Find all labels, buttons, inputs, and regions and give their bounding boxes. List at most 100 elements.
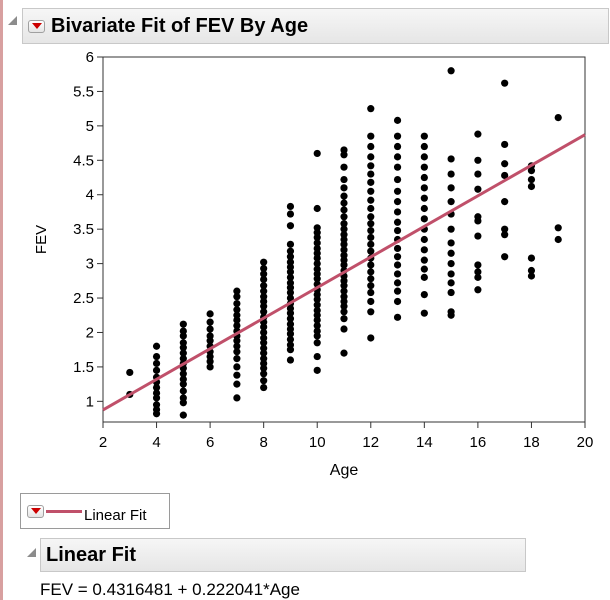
data-point (367, 170, 375, 178)
data-point (286, 253, 295, 261)
data-point (286, 247, 295, 255)
data-point (340, 240, 348, 248)
data-point (179, 349, 187, 357)
data-point (393, 142, 402, 151)
data-point (367, 187, 375, 195)
data-point (393, 287, 402, 295)
data-point (367, 261, 375, 269)
data-point (152, 352, 161, 361)
data-point (393, 208, 402, 216)
report-title: Bivariate Fit of FEV By Age (51, 14, 309, 37)
data-point (233, 306, 241, 314)
data-point (233, 363, 241, 371)
data-point (474, 273, 482, 281)
data-point (286, 315, 295, 323)
red-triangle-menu-button[interactable] (28, 19, 45, 33)
y-tick-label: 3.5 (73, 221, 94, 238)
data-point (340, 302, 348, 310)
data-point (260, 308, 268, 316)
data-point (152, 410, 161, 418)
data-point (179, 320, 187, 328)
data-point (260, 364, 268, 372)
bivariate-scatter-plot[interactable]: FEV Age 1 1.5 2 2.5 3 3.5 4 4.5 5 5.5 6 2 4 6 8 10 12 14… (0, 0, 610, 490)
data-point (474, 286, 482, 294)
data-point (206, 325, 214, 333)
data-point (474, 156, 482, 164)
data-point (527, 254, 536, 262)
data-point (286, 294, 295, 302)
y-tick-label: 1.5 (73, 359, 94, 376)
data-point (393, 226, 402, 235)
data-point (340, 199, 348, 207)
data-point (340, 246, 348, 254)
x-axis: 2 4 6 8 10 12 14 16 18 20 (99, 422, 593, 451)
y-tick-label: 2 (86, 324, 94, 341)
data-point (233, 355, 241, 363)
disclosure-triangle-icon[interactable] (8, 16, 17, 25)
data-point (474, 268, 482, 276)
data-point (554, 235, 562, 244)
data-point (179, 370, 187, 378)
report-left-border (0, 0, 3, 600)
y-tick-label: 5.5 (73, 83, 94, 100)
data-point (393, 132, 402, 140)
data-point (420, 246, 428, 254)
data-point (447, 225, 455, 233)
y-tick-label: 1 (86, 393, 94, 410)
data-point (260, 302, 268, 310)
data-point (527, 175, 536, 184)
data-point (447, 67, 455, 75)
data-point (367, 240, 375, 248)
data-point (367, 178, 375, 186)
x-axis-title: Age (330, 462, 359, 479)
report-header: Bivariate Fit of FEV By Age (22, 8, 609, 44)
data-point (447, 155, 455, 163)
data-point (233, 371, 241, 379)
data-point (367, 226, 375, 235)
data-point (313, 321, 321, 330)
data-point (393, 279, 402, 287)
data-point (367, 132, 375, 140)
data-point (233, 299, 241, 308)
data-point (393, 187, 402, 195)
data-point (152, 342, 161, 350)
disclosure-triangle-icon[interactable] (27, 548, 36, 557)
data-point (286, 240, 295, 248)
y-tick-label: 2.5 (73, 290, 94, 307)
data-point (367, 105, 375, 113)
data-point (501, 140, 509, 149)
data-point (501, 231, 509, 239)
data-point (447, 249, 455, 257)
data-point (420, 265, 428, 273)
data-point (340, 184, 348, 192)
data-point (152, 383, 161, 392)
data-point (313, 239, 321, 247)
y-axis: 1 1.5 2 2.5 3 3.5 4 4.5 5 5.5 6 (73, 49, 103, 410)
data-point (474, 217, 482, 225)
legend-menu-button[interactable] (27, 504, 44, 518)
data-point (367, 275, 375, 283)
data-point (233, 394, 241, 402)
data-point (340, 220, 348, 228)
data-point (527, 272, 536, 280)
data-point (367, 153, 375, 161)
x-tick-label: 16 (470, 434, 487, 451)
data-point (474, 130, 482, 138)
data-point (393, 198, 402, 206)
red-dropdown-menu-icon (30, 508, 41, 514)
data-point (233, 348, 241, 356)
data-point (313, 233, 321, 242)
linear-fit-line[interactable] (102, 133, 586, 412)
data-point (554, 224, 562, 232)
x-tick-label: 10 (309, 434, 326, 451)
data-point (501, 79, 509, 87)
data-point (286, 288, 295, 297)
x-tick-label: 4 (152, 434, 160, 451)
data-point (420, 215, 428, 223)
data-point (420, 194, 428, 202)
data-point (340, 315, 348, 323)
data-point (260, 349, 268, 357)
data-point (260, 383, 268, 392)
data-point (420, 273, 428, 281)
x-tick-label: 8 (259, 434, 267, 451)
